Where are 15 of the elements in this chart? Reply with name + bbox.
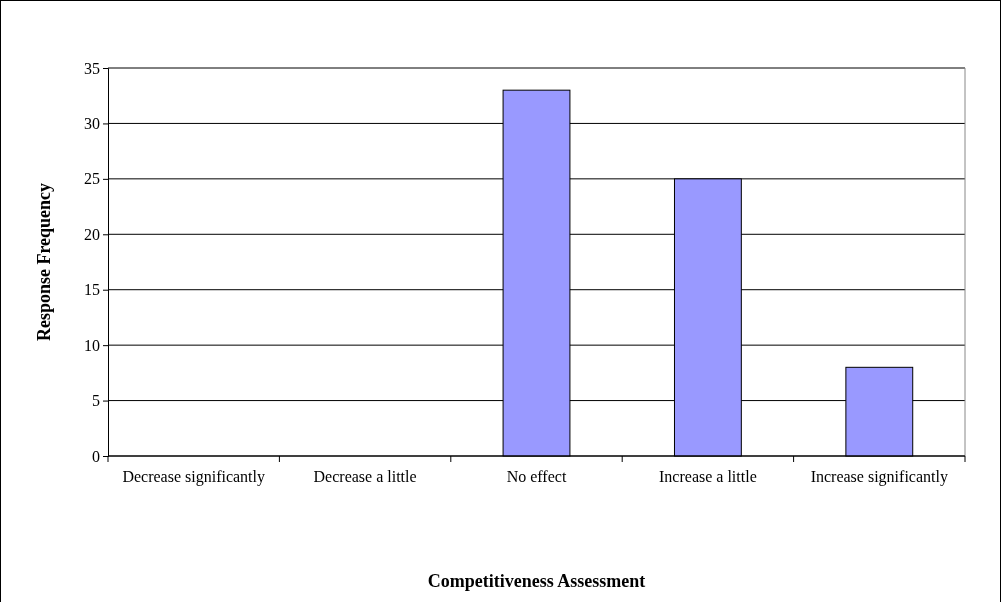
y-tick-label: 20 bbox=[84, 225, 100, 243]
y-tick-label: 30 bbox=[84, 115, 100, 133]
x-tick-label: Decrease significantly bbox=[122, 468, 265, 486]
y-axis-title: Response Frequency bbox=[34, 182, 54, 342]
y-tick-label: 5 bbox=[92, 392, 100, 410]
x-tick-label: Decrease a little bbox=[313, 468, 417, 485]
y-tick-label: 15 bbox=[84, 281, 100, 299]
x-tick-label: Increase significantly bbox=[810, 468, 948, 486]
y-tick-label: 25 bbox=[84, 170, 100, 188]
x-tick-label: Increase a little bbox=[659, 468, 757, 485]
x-tick-label: No effect bbox=[506, 468, 567, 485]
y-tick-label: 0 bbox=[92, 447, 100, 465]
x-axis-title: Competitiveness Assessment bbox=[427, 571, 646, 591]
y-tick-label: 10 bbox=[84, 336, 100, 354]
y-tick-label: 35 bbox=[84, 59, 100, 77]
